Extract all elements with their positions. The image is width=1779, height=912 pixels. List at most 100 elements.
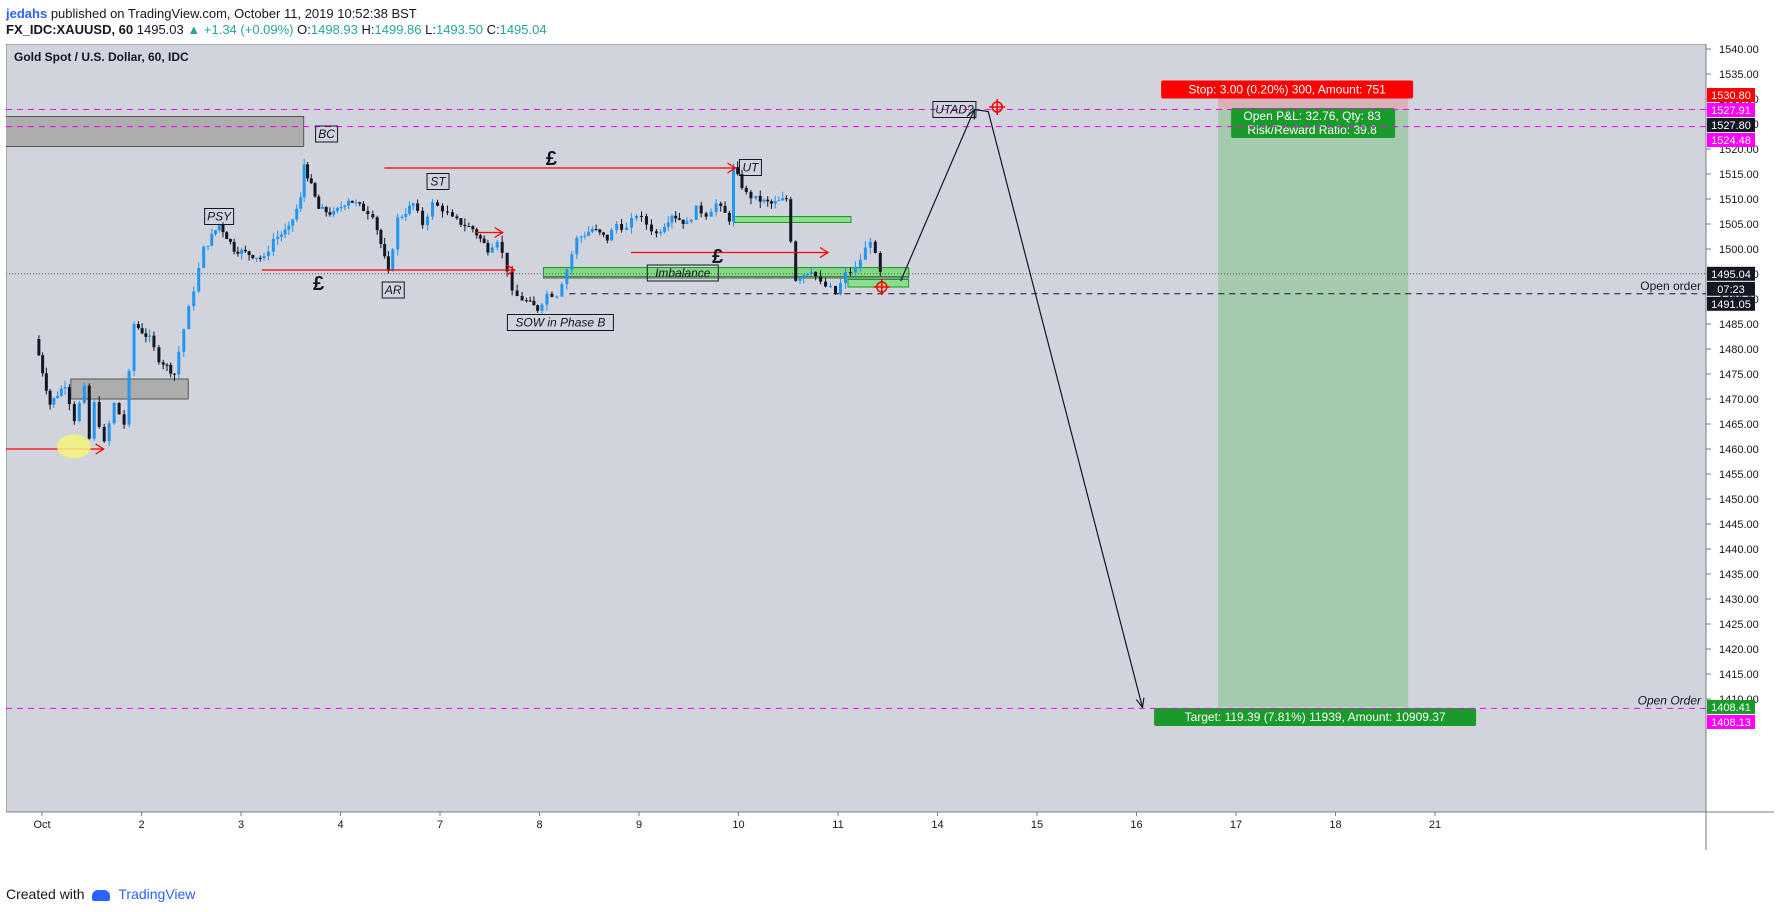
candle-body xyxy=(59,388,63,396)
projection-arrow-up-head xyxy=(966,108,975,120)
candle-body xyxy=(87,385,91,439)
x-tick-label: 17 xyxy=(1230,819,1242,831)
plot-area[interactable] xyxy=(5,43,1707,813)
annotation-psy: PSY xyxy=(207,210,232,224)
candle-body xyxy=(824,281,828,287)
y-tick-label: 1460.00 xyxy=(1719,444,1759,456)
candle-body xyxy=(132,324,136,371)
candle-body xyxy=(140,328,144,334)
candle-body xyxy=(699,205,703,214)
candle-body xyxy=(670,215,674,223)
candle-body xyxy=(635,215,639,219)
red-arrow-head xyxy=(95,443,105,455)
candle-body xyxy=(858,259,862,268)
candle-body xyxy=(848,271,852,273)
candle-body xyxy=(202,246,206,268)
candle-body xyxy=(732,167,736,222)
author-link[interactable]: jedahs xyxy=(6,6,48,21)
candle-body xyxy=(794,241,798,281)
candle-body xyxy=(649,224,653,232)
tradingview-link[interactable]: TradingView xyxy=(118,886,196,902)
candle-body xyxy=(214,230,218,235)
candle-body xyxy=(243,249,247,252)
price-label: 1495.04 xyxy=(1711,269,1751,281)
candle-body xyxy=(773,200,777,204)
candle-body xyxy=(590,229,594,232)
candle-body xyxy=(117,402,121,415)
candle-body xyxy=(515,290,519,297)
candle-body xyxy=(570,254,574,270)
bc-zone xyxy=(3,116,305,147)
y-tick-label: 1430.00 xyxy=(1719,594,1759,606)
y-tick-label: 1470.00 xyxy=(1719,394,1759,406)
candle-body xyxy=(814,271,818,277)
candle-body xyxy=(217,224,221,231)
candle-body xyxy=(197,267,201,292)
highlight-marker xyxy=(56,434,91,459)
candle-body xyxy=(328,212,332,215)
publish-date: published on TradingView.com, October 11… xyxy=(50,6,417,21)
candle-body xyxy=(291,219,295,226)
price-label-bg xyxy=(1707,103,1755,117)
candle-body xyxy=(404,213,408,217)
x-tick-label: 10 xyxy=(732,819,744,831)
candle-body xyxy=(37,339,41,356)
target-label: Target: 119.39 (7.81%) 11939, Amount: 10… xyxy=(1185,710,1446,724)
price-label-bg xyxy=(1707,133,1755,147)
candle-body xyxy=(182,329,186,352)
candle-body xyxy=(309,178,313,184)
candle-body xyxy=(758,195,762,202)
candle-body xyxy=(41,355,45,374)
candle-body xyxy=(411,203,415,206)
candle-body xyxy=(809,271,813,274)
y-tick-label: 1535.00 xyxy=(1719,69,1759,81)
open-label: O: xyxy=(297,22,311,37)
candle-body xyxy=(749,191,753,199)
candle-body xyxy=(625,227,629,230)
candle-body xyxy=(486,242,490,253)
y-tick-label: 1485.00 xyxy=(1719,319,1759,331)
price-label: 1527.91 xyxy=(1711,105,1751,117)
candle-body xyxy=(287,225,291,230)
projection-path xyxy=(900,108,1144,708)
candle-body xyxy=(762,199,766,202)
candle-body xyxy=(610,229,614,241)
x-tick-label: 11 xyxy=(832,819,843,831)
candle-body xyxy=(63,387,67,389)
high-value: 1499.86 xyxy=(374,22,422,37)
candle-body xyxy=(560,284,564,297)
price-chart[interactable]: Gold Spot / U.S. Dollar, 60, IDC 1540.00… xyxy=(3,43,1774,850)
candle-body xyxy=(681,219,685,225)
candle-body xyxy=(271,239,275,252)
candle-body xyxy=(644,216,648,225)
candle-body xyxy=(873,241,877,254)
candle-body xyxy=(781,198,785,201)
chart-container[interactable]: Gold Spot / U.S. Dollar, 60, IDC 1540.00… xyxy=(3,43,1774,850)
pound-label: £ xyxy=(313,273,324,295)
candle-body xyxy=(838,283,842,295)
profit-zone xyxy=(1218,110,1409,707)
candle-body xyxy=(829,286,833,288)
candle-body xyxy=(335,207,339,212)
candle-body xyxy=(148,335,152,337)
x-tick-label: 7 xyxy=(437,819,443,831)
candle-body xyxy=(704,213,708,217)
candle-body xyxy=(339,207,343,209)
y-tick-label: 1445.00 xyxy=(1719,519,1759,531)
candle-body xyxy=(258,257,262,259)
price-label: 1530.80 xyxy=(1711,90,1751,102)
candle-body xyxy=(878,253,882,272)
candle-body xyxy=(605,234,609,241)
candle-body xyxy=(416,203,420,211)
candle-body xyxy=(107,423,111,442)
publish-info: jedahs published on TradingView.com, Oct… xyxy=(6,6,417,22)
candle-body xyxy=(262,256,266,259)
candle-body xyxy=(677,218,681,220)
candle-body xyxy=(602,232,606,235)
x-tick-label: 14 xyxy=(931,819,943,831)
y-tick-label: 1510.00 xyxy=(1719,194,1759,206)
candle-body xyxy=(719,203,723,206)
candle-body xyxy=(450,212,454,217)
y-tick-label: 1415.00 xyxy=(1719,669,1759,681)
projection-arrow-down-head xyxy=(1135,697,1145,709)
